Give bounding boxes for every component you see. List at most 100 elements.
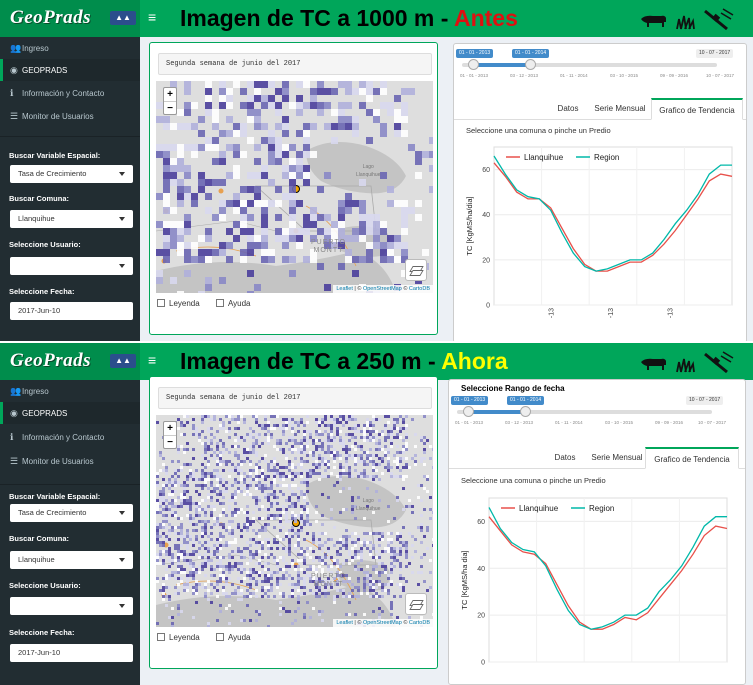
zoom-out-button[interactable]: − xyxy=(164,101,176,114)
carto-link[interactable]: CartoDB xyxy=(408,620,430,626)
raster-cell xyxy=(226,242,233,249)
comuna-select[interactable]: Llanquihue xyxy=(10,551,133,569)
raster-cell xyxy=(252,592,255,595)
raster-cell xyxy=(240,568,243,571)
menu-toggle-icon[interactable]: ≡ xyxy=(148,9,157,25)
osm-link[interactable]: OpenStreetMap xyxy=(362,620,402,626)
usuario-select[interactable] xyxy=(10,597,133,615)
raster-cell xyxy=(426,439,429,442)
raster-cell xyxy=(195,514,198,517)
variable-select[interactable]: Tasa de Crecimiento xyxy=(10,165,133,183)
raster-cell xyxy=(243,478,246,481)
raster-cell xyxy=(177,475,180,478)
menu-toggle-icon[interactable]: ≡ xyxy=(148,352,157,368)
raster-cell xyxy=(228,520,231,523)
raster-cell xyxy=(282,433,285,436)
help-checkbox[interactable] xyxy=(215,633,224,641)
raster-cell xyxy=(321,544,324,547)
sidebar-item-geoprads[interactable]: ◉ GEOPRADS xyxy=(0,59,140,81)
legend-checkbox[interactable] xyxy=(157,299,165,307)
zoom-out-button[interactable]: − xyxy=(164,435,176,448)
raster-cell xyxy=(402,478,405,481)
map-canvas[interactable]: + − PUERTO MONTT Lago Llanquihue Leaflet |… xyxy=(156,81,433,293)
raster-cell xyxy=(333,601,336,604)
raster-cell xyxy=(387,433,390,436)
raster-cell xyxy=(156,532,159,535)
slider-handle-to[interactable] xyxy=(525,59,536,70)
slider-handle-from[interactable] xyxy=(463,406,474,417)
legend-checkbox[interactable] xyxy=(157,633,165,641)
zoom-in-button[interactable]: + xyxy=(167,423,173,434)
raster-cell xyxy=(270,415,273,418)
sidebar-item-info[interactable]: ℹ Información y Contacto xyxy=(0,426,140,448)
raster-cell xyxy=(216,580,219,583)
tab-datos[interactable]: Datos xyxy=(554,453,576,462)
raster-cell xyxy=(369,580,372,583)
raster-cell xyxy=(247,214,254,221)
raster-cell xyxy=(317,109,324,116)
raster-cell xyxy=(315,421,318,424)
comuna-select[interactable]: Llanquihue xyxy=(10,210,133,228)
date-range-slider[interactable] xyxy=(457,410,712,414)
raster-cell xyxy=(324,562,327,565)
raster-cell xyxy=(294,520,297,523)
raster-cell xyxy=(165,550,168,553)
usuario-select[interactable] xyxy=(10,257,133,275)
raster-cell xyxy=(285,610,288,613)
leaflet-link[interactable]: Leaflet xyxy=(336,286,353,292)
sidebar-item-ingreso[interactable]: 👥Ingreso xyxy=(0,37,140,59)
raster-cell xyxy=(205,228,212,235)
raster-cell xyxy=(357,496,360,499)
raster-cell xyxy=(156,499,159,502)
carto-link[interactable]: CartoDB xyxy=(408,286,430,292)
raster-cell xyxy=(282,451,285,454)
sidebar-item-geoprads[interactable]: ◉ GEOPRADS xyxy=(0,402,140,424)
raster-cell xyxy=(312,535,315,538)
raster-cell xyxy=(246,547,249,550)
raster-cell xyxy=(213,436,216,439)
raster-cell xyxy=(348,439,351,442)
sidebar-item-monitor[interactable]: ☰ Monitor de Usuarios xyxy=(0,450,140,472)
raster-cell xyxy=(191,242,198,249)
raster-cell xyxy=(327,439,330,442)
help-checkbox-label: Ayuda xyxy=(227,299,251,308)
tab-grafico-tendencia[interactable]: Grafico de Tendencia xyxy=(645,447,739,469)
raster-cell xyxy=(249,445,252,448)
leaflet-link[interactable]: Leaflet xyxy=(336,620,353,626)
logo-area[interactable]: GeoPrads ▲▲ xyxy=(0,343,140,380)
raster-cell xyxy=(354,586,357,589)
osm-link[interactable]: OpenStreetMap xyxy=(362,286,402,292)
raster-cell xyxy=(312,559,315,562)
layers-button[interactable] xyxy=(405,593,427,615)
tab-datos[interactable]: Datos xyxy=(557,104,579,113)
raster-cell xyxy=(279,484,282,487)
slider-handle-to[interactable] xyxy=(520,406,531,417)
sidebar-item-monitor[interactable]: ☰ Monitor de Usuarios xyxy=(0,105,140,127)
raster-cell xyxy=(331,228,338,235)
zoom-in-button[interactable]: + xyxy=(167,89,173,100)
sidebar-item-info[interactable]: ℹ Información y Contacto xyxy=(0,82,140,104)
fecha-input[interactable]: 2017-Jun-10 xyxy=(10,302,133,320)
raster-cell xyxy=(297,538,300,541)
map-canvas[interactable]: + − PUERTO MONTT Lago Llanquihue Leaflet |… xyxy=(156,415,433,627)
variable-select[interactable]: Tasa de Crecimiento xyxy=(10,504,133,522)
logo-area[interactable]: GeoPrads ▲▲ xyxy=(0,0,140,37)
date-range-slider[interactable] xyxy=(462,63,717,67)
raster-cell xyxy=(303,493,306,496)
raster-cell xyxy=(297,421,300,424)
tab-serie-mensual[interactable]: Serie Mensual xyxy=(591,453,643,462)
sidebar-item-ingreso[interactable]: 👥Ingreso xyxy=(0,380,140,402)
raster-cell xyxy=(171,499,174,502)
fecha-input[interactable]: 2017-Jun-10 xyxy=(10,644,133,662)
layers-button[interactable] xyxy=(405,259,427,281)
raster-cell xyxy=(201,442,204,445)
help-checkbox[interactable] xyxy=(215,299,224,307)
raster-cell xyxy=(237,586,240,589)
tab-serie-mensual[interactable]: Serie Mensual xyxy=(594,104,646,113)
raster-cell xyxy=(249,544,252,547)
tab-grafico-tendencia[interactable]: Grafico de Tendencia xyxy=(651,98,743,120)
raster-cell xyxy=(255,484,258,487)
raster-cell xyxy=(369,589,372,592)
raster-cell xyxy=(394,200,401,207)
slider-handle-from[interactable] xyxy=(468,59,479,70)
